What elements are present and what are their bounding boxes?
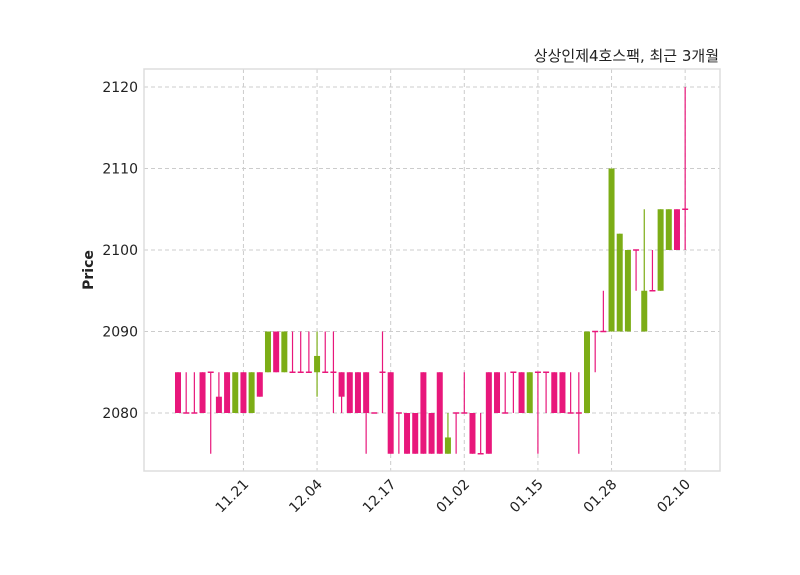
y-tick-label: 2120 <box>102 80 138 96</box>
candle-body <box>248 372 255 413</box>
candle-body <box>608 168 615 332</box>
x-tick-label: 01.28 <box>581 477 621 517</box>
candle-body <box>665 209 672 250</box>
x-tick-label: 12.17 <box>360 477 400 517</box>
candle-body <box>273 331 280 373</box>
candle-body <box>559 372 566 413</box>
candle-body <box>551 372 558 413</box>
y-tick-label: 2100 <box>102 243 138 259</box>
candle-body <box>363 372 370 413</box>
x-tick-label: 11.21 <box>213 477 253 517</box>
candle-body <box>281 331 288 373</box>
candle-body <box>215 396 222 413</box>
candle-body <box>641 290 648 332</box>
x-tick-label: 01.02 <box>433 477 473 517</box>
candle-body <box>657 209 664 291</box>
plot-frame <box>143 68 721 472</box>
candle-body <box>175 372 181 413</box>
candle-body <box>616 233 623 332</box>
candle-body <box>199 372 206 413</box>
y-tick-label: 2110 <box>102 162 138 178</box>
candle-body <box>444 437 451 454</box>
candle-body <box>673 209 680 250</box>
candle-body <box>584 331 590 413</box>
x-tick-label: 01.15 <box>507 477 547 517</box>
y-tick-label: 2080 <box>102 406 138 422</box>
candle-body <box>404 413 411 454</box>
candle-body <box>526 372 533 413</box>
y-axis-label: Price <box>81 250 97 290</box>
candle-body <box>428 413 435 454</box>
candle-body <box>338 372 345 397</box>
chart-title: 상상인제4호스팩, 최근 3개월 <box>533 47 719 65</box>
candle-body <box>240 372 247 413</box>
candle-body <box>420 372 427 454</box>
candle-body <box>224 372 231 413</box>
candle-body <box>387 372 394 454</box>
x-tick-label: 02.10 <box>654 477 694 517</box>
candle-body <box>436 372 443 454</box>
candle-body <box>232 372 239 413</box>
candle-body <box>485 372 492 454</box>
candle-body <box>314 355 321 373</box>
candle-body <box>412 413 419 454</box>
candle-body <box>624 250 631 332</box>
candle-body <box>494 372 501 413</box>
candle-body <box>518 372 525 413</box>
candle-body <box>256 372 263 397</box>
y-tick-label: 2090 <box>102 325 138 341</box>
candle-body <box>354 372 361 413</box>
candle-body <box>264 331 271 373</box>
candle-body <box>469 413 476 454</box>
x-tick-label: 12.04 <box>286 476 326 516</box>
candle-body <box>346 372 353 413</box>
